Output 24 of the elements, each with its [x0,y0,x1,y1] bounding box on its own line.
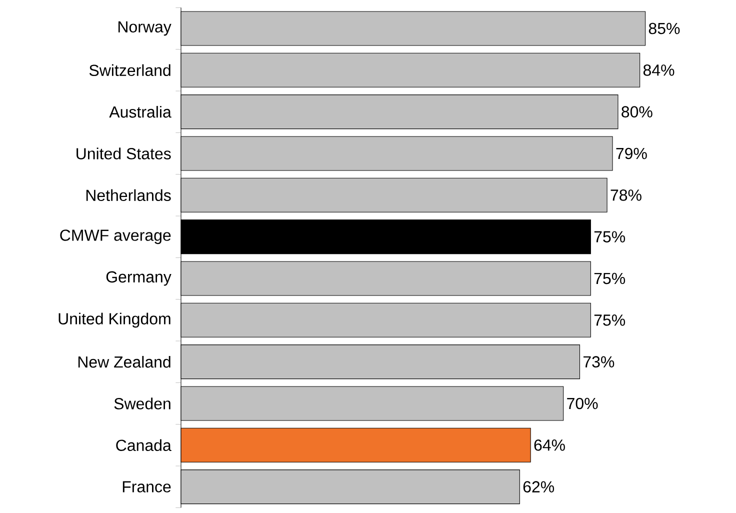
data-label: 78% [610,190,642,201]
y-tick-label: CMWF average [60,230,171,244]
y-tick-label: Norway [118,21,172,36]
data-label: 84% [643,64,674,76]
y-tick-label: Germany [106,271,172,286]
data-label: 73% [583,356,614,368]
data-label: 80% [622,106,652,118]
y-tick-label: Canada [116,439,172,452]
data-label: 75% [594,272,626,284]
y-tick-label: France [122,481,171,492]
data-label: 75% [594,314,626,326]
data-label: 62% [523,481,554,492]
y-tick-label: Australia [109,106,172,118]
y-tick-label: New Zealand [78,356,170,368]
y-tick-label: Sweden [114,398,170,410]
data-label: 75% [594,231,626,242]
y-tick-label: Netherlands [86,189,171,202]
data-label: 64% [534,440,565,451]
data-label: 79% [616,148,647,160]
data-label: 70% [567,398,598,410]
y-tick-label: United States [76,148,171,160]
data-label: 85% [648,22,680,34]
y-tick-label: Switzerland [89,64,170,76]
y-tick-label: United Kingdom [58,312,170,328]
